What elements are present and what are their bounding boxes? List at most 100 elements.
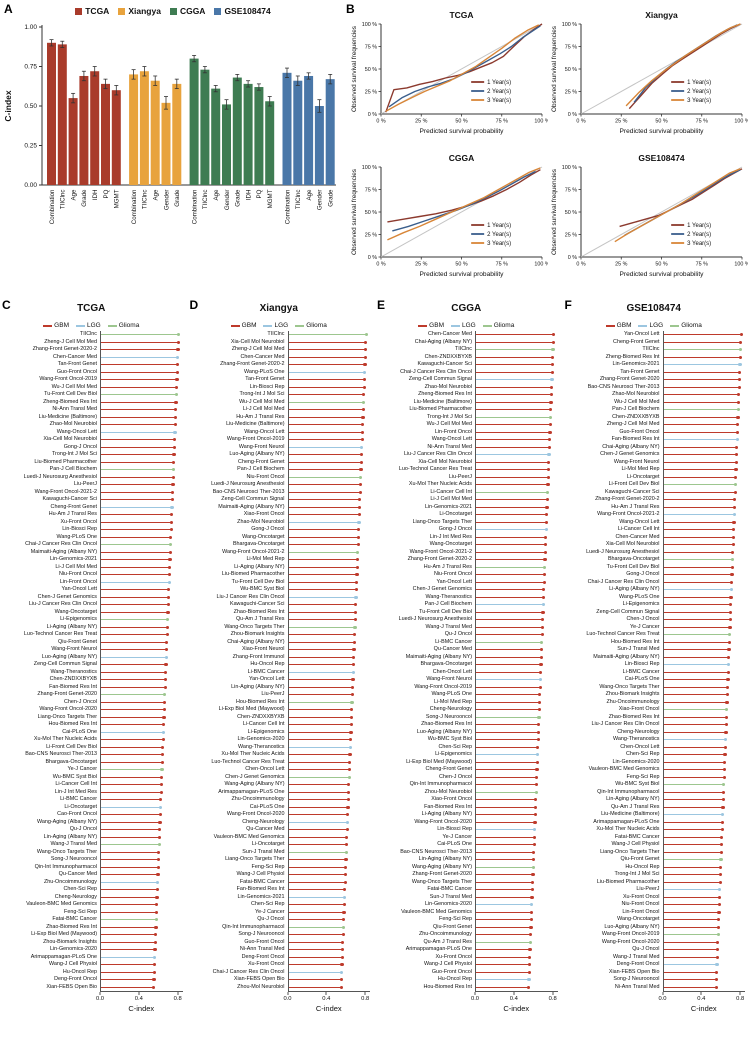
signature-label: Tan-Front Genet [57, 361, 97, 368]
signature-label: Cheng-Neurology [429, 706, 472, 713]
signature-row: Li-Aging (Albany NY) [375, 811, 558, 819]
lollipop-stick [476, 941, 531, 943]
lollipop-dot [738, 370, 742, 374]
lollipop-dot [176, 348, 180, 352]
signature-row: Pan-J Cell Biochem [563, 406, 746, 414]
signature-label: Bhargava-Oncotarget [232, 541, 285, 548]
lollipop-stick [476, 604, 544, 606]
lollipop-stick [663, 806, 724, 808]
signature-label: Wu-BMC Syst Biol [240, 586, 285, 593]
lollipop-stick [663, 746, 726, 748]
signature-row: Niu-Front Oncol [375, 571, 558, 579]
lollipop-stick [101, 394, 177, 396]
lollipop-track [287, 848, 371, 856]
lollipop-dot [339, 978, 343, 982]
lollipop-stick [288, 949, 343, 951]
lollipop-stick [288, 739, 351, 741]
lollipop-track [475, 458, 558, 466]
signature-row: Wang-Oncol Lett [188, 428, 371, 436]
lollipop-stick [101, 604, 169, 606]
lollipop-track [287, 758, 371, 766]
lollipop-dot [157, 850, 161, 854]
lollipop-dot [544, 543, 548, 547]
signature-row: Wang-Oncol Lett [375, 436, 558, 444]
signature-label: Chai-J Cancer Res Clin Oncol [212, 968, 285, 975]
lollipop-stick [288, 559, 358, 561]
signature-row: Li-Epigenomics [188, 728, 371, 736]
signature-row: Ye-J Cancer [0, 766, 183, 774]
signature-label: Li-Oncotarget [64, 803, 97, 810]
svg-text:0 %: 0 % [368, 255, 377, 261]
lollipop-stick [101, 364, 178, 366]
lollipop-dot [166, 595, 171, 599]
lollipop-dot [164, 663, 168, 667]
lollipop-dot [550, 378, 554, 382]
signature-label: Luedi-J Neurosurg Anesthesiol [211, 481, 285, 488]
lollipop-dot [348, 753, 352, 757]
signature-label: Niu-Front Oncol [433, 571, 472, 578]
signature-label: Xia-Cell Mol Neurobiol [230, 338, 285, 345]
lollipop-dot [357, 505, 362, 509]
lollipop-stick [288, 431, 363, 433]
signature-row: Zhu-Oncoimmunology [0, 878, 183, 886]
lollipop-dot [168, 565, 172, 569]
svg-text:Predicted survival probability: Predicted survival probability [620, 128, 705, 135]
signature-label: Xia-Cell Mol Neurobiol [43, 436, 97, 443]
signature-row: Zheng-Biomed Res Int [375, 391, 558, 399]
lollipop-track [100, 391, 183, 399]
signature-label: Wang-Front Neurol [426, 676, 472, 683]
signature-label: Pan-J Cell Biochem [237, 466, 285, 473]
lollipop-stick [101, 476, 174, 478]
signature-label: Li-Front Cell Dev Biol [608, 481, 660, 488]
lollipop-dot [345, 843, 349, 847]
lollipop-track [100, 466, 183, 474]
lollipop-track [662, 871, 746, 879]
lollipop-stick [663, 634, 730, 636]
lollipop-stick [476, 551, 546, 553]
signature-label: Fatai-BMC Cancer [614, 833, 660, 840]
signature-label: TIIClnc [79, 331, 97, 338]
signature-row: Zhang-Front Genet-2020 [0, 691, 183, 699]
signature-label: Qiu-Front Genet [58, 638, 97, 645]
svg-text:Grade: Grade [328, 189, 335, 207]
axis-tick-label: 0.4 [322, 995, 331, 1002]
lollipop-stick [101, 671, 166, 673]
legend-item-gbm: GBM [230, 322, 256, 329]
lollipop-track [662, 353, 746, 361]
lollipop-track [475, 811, 558, 819]
lollipop-stick [476, 574, 545, 576]
lollipop-dot [733, 483, 737, 487]
signature-label: Chen-J Genet Genomics [412, 586, 472, 593]
svg-text:1 Year(s): 1 Year(s) [687, 223, 711, 229]
signature-label: Lin-Aging (Albany NY) [418, 856, 472, 863]
signature-label: Qu-Am J Transl Res [235, 616, 285, 623]
lollipop-dot [529, 910, 534, 914]
signature-row: Li-J Cell Mol Med [188, 406, 371, 414]
lollipop-dot [738, 348, 743, 352]
lollipop-dot [174, 408, 178, 412]
lollipop-stick [101, 461, 174, 463]
lollipop-track [475, 406, 558, 414]
signature-label: Yan-Oncol Lett [436, 578, 472, 585]
signature-row: Wang-Front Oncol-2019 [0, 376, 183, 384]
svg-text:Predicted survival probability: Predicted survival probability [420, 271, 505, 278]
lollipop-dot [537, 723, 541, 727]
svg-text:50 %: 50 % [655, 262, 667, 268]
lollipop-stick [476, 881, 533, 883]
lollipop-stick [476, 416, 551, 418]
signature-row: Chen-J Genet Genomics [375, 586, 558, 594]
lollipop-track [287, 563, 371, 571]
signature-label: Cheng-Front Genet [50, 503, 97, 510]
signature-row: Wang-Theranostics [563, 736, 746, 744]
lollipop-track [475, 661, 558, 669]
signature-row: Xu-Mol Ther Nucleic Acids [0, 736, 183, 744]
signature-label: Gong-J Oncol [626, 571, 660, 578]
signature-row: Wu-J Cell Mol Med [188, 398, 371, 406]
signature-label: Li-J Cell Mol Med [55, 563, 97, 570]
lollipop-dot [172, 460, 176, 464]
lollipop-dot [531, 880, 535, 884]
lollipop-stick [288, 956, 343, 958]
signature-label: Wang-Front Oncol-2019 [226, 436, 285, 443]
svg-text:25 %: 25 % [415, 262, 427, 268]
lollipop-dot [160, 775, 164, 779]
